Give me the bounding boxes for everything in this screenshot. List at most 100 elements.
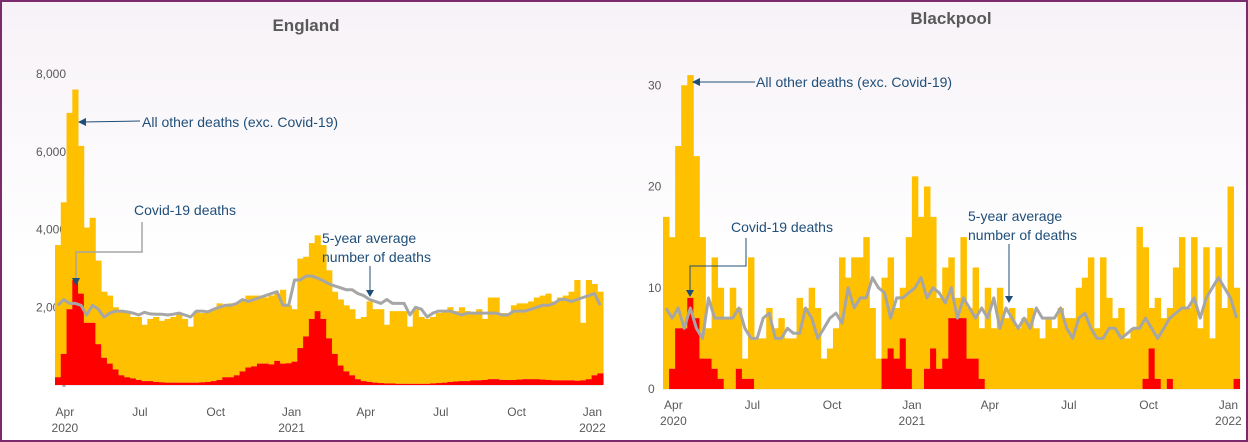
annotation-covid: Covid-19 deaths	[686, 219, 833, 297]
bar-other-deaths	[331, 291, 339, 354]
bar-other-deaths	[181, 318, 189, 383]
bar-other-deaths	[187, 326, 194, 383]
x-tick-year: 2022	[579, 421, 606, 435]
bar-other-deaths	[95, 260, 102, 345]
bar-other-deaths	[826, 348, 834, 389]
bar-other-deaths	[251, 295, 258, 367]
bar-covid-deaths	[222, 377, 229, 385]
bar-covid-deaths	[510, 379, 517, 385]
bar-covid-deaths	[256, 363, 264, 385]
bar-other-deaths	[228, 303, 235, 378]
bar-covid-deaths	[268, 364, 275, 385]
bar-other-deaths	[539, 295, 546, 380]
bar-covid-deaths	[499, 379, 506, 385]
bar-other-deaths	[430, 316, 437, 384]
arrow-icon	[692, 78, 700, 86]
bar-covid-deaths	[924, 368, 931, 389]
bar-covid-deaths	[216, 379, 223, 385]
bar-covid-deaths	[118, 375, 125, 385]
bar-other-deaths	[911, 176, 919, 389]
x-tick-year: 2022	[1215, 414, 1242, 428]
bar-other-deaths	[216, 303, 223, 380]
bar-covid-deaths	[101, 357, 108, 385]
bar-other-deaths	[366, 301, 373, 382]
bar-covid-deaths	[597, 373, 604, 385]
bar-other-deaths	[176, 313, 183, 383]
bar-other-deaths	[591, 283, 598, 376]
bar-other-deaths	[556, 297, 564, 381]
bar-covid-deaths	[378, 383, 385, 385]
bar-covid-deaths	[106, 363, 114, 385]
bar-other-deaths	[699, 237, 706, 359]
bar-covid-deaths	[893, 358, 901, 389]
bar-covid-deaths	[308, 318, 316, 385]
bar-covid-deaths	[147, 381, 154, 385]
bar-covid-deaths	[522, 379, 529, 385]
bar-other-deaths	[1178, 237, 1186, 389]
bar-covid-deaths	[533, 379, 541, 385]
bar-covid-deaths	[516, 379, 523, 385]
bar-covid-deaths	[124, 377, 131, 385]
bar-other-deaths	[845, 277, 852, 389]
bar-other-deaths	[268, 295, 275, 365]
bar-covid-deaths	[470, 380, 477, 385]
bar-other-deaths	[875, 358, 882, 389]
bar-other-deaths	[1069, 318, 1077, 389]
bar-covid-deaths	[1166, 378, 1174, 389]
bar-covid-deaths	[580, 380, 587, 385]
chart-title: Blackpool	[910, 9, 991, 28]
bar-other-deaths	[936, 297, 943, 369]
bar-other-deaths	[447, 307, 454, 382]
bar-covid-deaths	[251, 366, 258, 385]
bar-other-deaths	[147, 318, 154, 382]
bar-other-deaths	[887, 257, 895, 349]
annotation-average: 5-year average number of deaths	[968, 208, 1077, 303]
bar-covid-deaths	[441, 382, 448, 385]
x-tick-year: 2021	[278, 421, 305, 435]
x-tick-label: Oct	[206, 405, 225, 419]
bar-covid-deaths	[687, 297, 694, 389]
bar-other-deaths	[66, 112, 73, 310]
bar-covid-deaths	[187, 382, 194, 385]
bar-other-deaths	[314, 235, 321, 312]
bar-covid-deaths	[1148, 348, 1156, 389]
x-tick-label: Oct	[1139, 398, 1158, 412]
arrow-icon	[366, 290, 374, 297]
bar-other-deaths	[802, 308, 810, 389]
bar-covid-deaths	[741, 378, 749, 389]
bar-other-deaths	[522, 303, 529, 380]
bar-covid-deaths	[591, 375, 598, 385]
bar-other-deaths	[326, 270, 333, 339]
bar-other-deaths	[72, 89, 79, 281]
bar-other-deaths	[233, 303, 241, 376]
bar-other-deaths	[1185, 308, 1192, 389]
bar-covid-deaths	[274, 360, 281, 385]
arrow-icon	[78, 118, 86, 126]
bar-covid-deaths	[705, 358, 712, 389]
annotation-other-text: All other deaths (exc. Covid-19)	[142, 114, 338, 130]
bar-other-deaths	[978, 328, 986, 379]
bar-covid-deaths	[669, 368, 676, 389]
bar-other-deaths	[893, 308, 901, 359]
bar-covid-deaths	[406, 383, 414, 385]
bar-other-deaths	[954, 297, 961, 319]
bar-other-deaths	[1021, 318, 1028, 389]
bar-other-deaths	[1160, 318, 1168, 389]
bar-covid-deaths	[505, 379, 512, 385]
bar-other-deaths	[193, 311, 200, 383]
bar-other-deaths	[124, 311, 131, 378]
bar-covid-deaths	[95, 344, 102, 385]
bar-covid-deaths	[1233, 378, 1241, 389]
bar-other-deaths	[205, 311, 212, 382]
bar-other-deaths	[1221, 308, 1228, 389]
bar-other-deaths	[681, 85, 688, 329]
bar-other-deaths	[389, 311, 396, 384]
bar-other-deaths	[784, 338, 791, 389]
bar-covid-deaths	[574, 380, 581, 385]
bar-other-deaths	[141, 324, 148, 382]
bar-covid-deaths	[568, 380, 575, 385]
bar-covid-deaths	[699, 358, 706, 389]
annotation-other: All other deaths (exc. Covid-19)	[692, 74, 952, 90]
bar-covid-deaths	[355, 379, 362, 385]
